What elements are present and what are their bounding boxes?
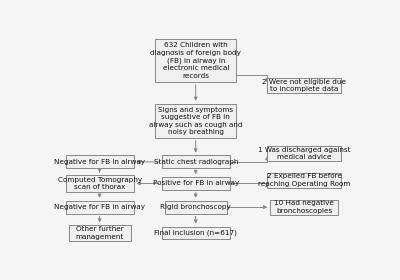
Text: Computed Tomography
scan of thorax: Computed Tomography scan of thorax: [58, 177, 142, 190]
FancyBboxPatch shape: [270, 200, 338, 215]
FancyBboxPatch shape: [66, 175, 134, 192]
Text: Static chest radiograph: Static chest radiograph: [154, 159, 238, 165]
Text: 2 Expelled FB before
reaching Operating Room: 2 Expelled FB before reaching Operating …: [258, 173, 350, 187]
Text: Other further
management: Other further management: [76, 226, 124, 240]
FancyBboxPatch shape: [165, 201, 227, 214]
Text: Negative for FB in airway: Negative for FB in airway: [54, 159, 145, 165]
Text: 632 Children with
diagnosis of foreign body
(FB) in airway in
electronic medical: 632 Children with diagnosis of foreign b…: [150, 42, 241, 79]
Text: Positive for FB in airway: Positive for FB in airway: [152, 180, 239, 186]
FancyBboxPatch shape: [162, 177, 230, 190]
Text: Rigid bronchoscopy: Rigid bronchoscopy: [160, 204, 231, 210]
FancyBboxPatch shape: [155, 104, 236, 138]
Text: Negative for FB in airway: Negative for FB in airway: [54, 204, 145, 210]
FancyBboxPatch shape: [267, 173, 341, 188]
FancyBboxPatch shape: [162, 227, 230, 239]
FancyBboxPatch shape: [66, 155, 134, 168]
FancyBboxPatch shape: [66, 201, 134, 214]
Text: 2 Were not eligible due
to incomplete data: 2 Were not eligible due to incomplete da…: [262, 79, 346, 92]
FancyBboxPatch shape: [155, 39, 236, 82]
Text: Signs and symptoms
suggestive of FB in
airway such as cough and
noisy breathing: Signs and symptoms suggestive of FB in a…: [149, 107, 242, 135]
FancyBboxPatch shape: [69, 225, 131, 241]
Text: Final inclusion (n=617): Final inclusion (n=617): [154, 230, 237, 236]
Text: 10 Had negative
bronchoscopies: 10 Had negative bronchoscopies: [274, 200, 334, 214]
FancyBboxPatch shape: [267, 78, 341, 93]
Text: 1 Was discharged against
medical advice: 1 Was discharged against medical advice: [258, 146, 350, 160]
FancyBboxPatch shape: [162, 155, 230, 168]
FancyBboxPatch shape: [267, 146, 341, 161]
